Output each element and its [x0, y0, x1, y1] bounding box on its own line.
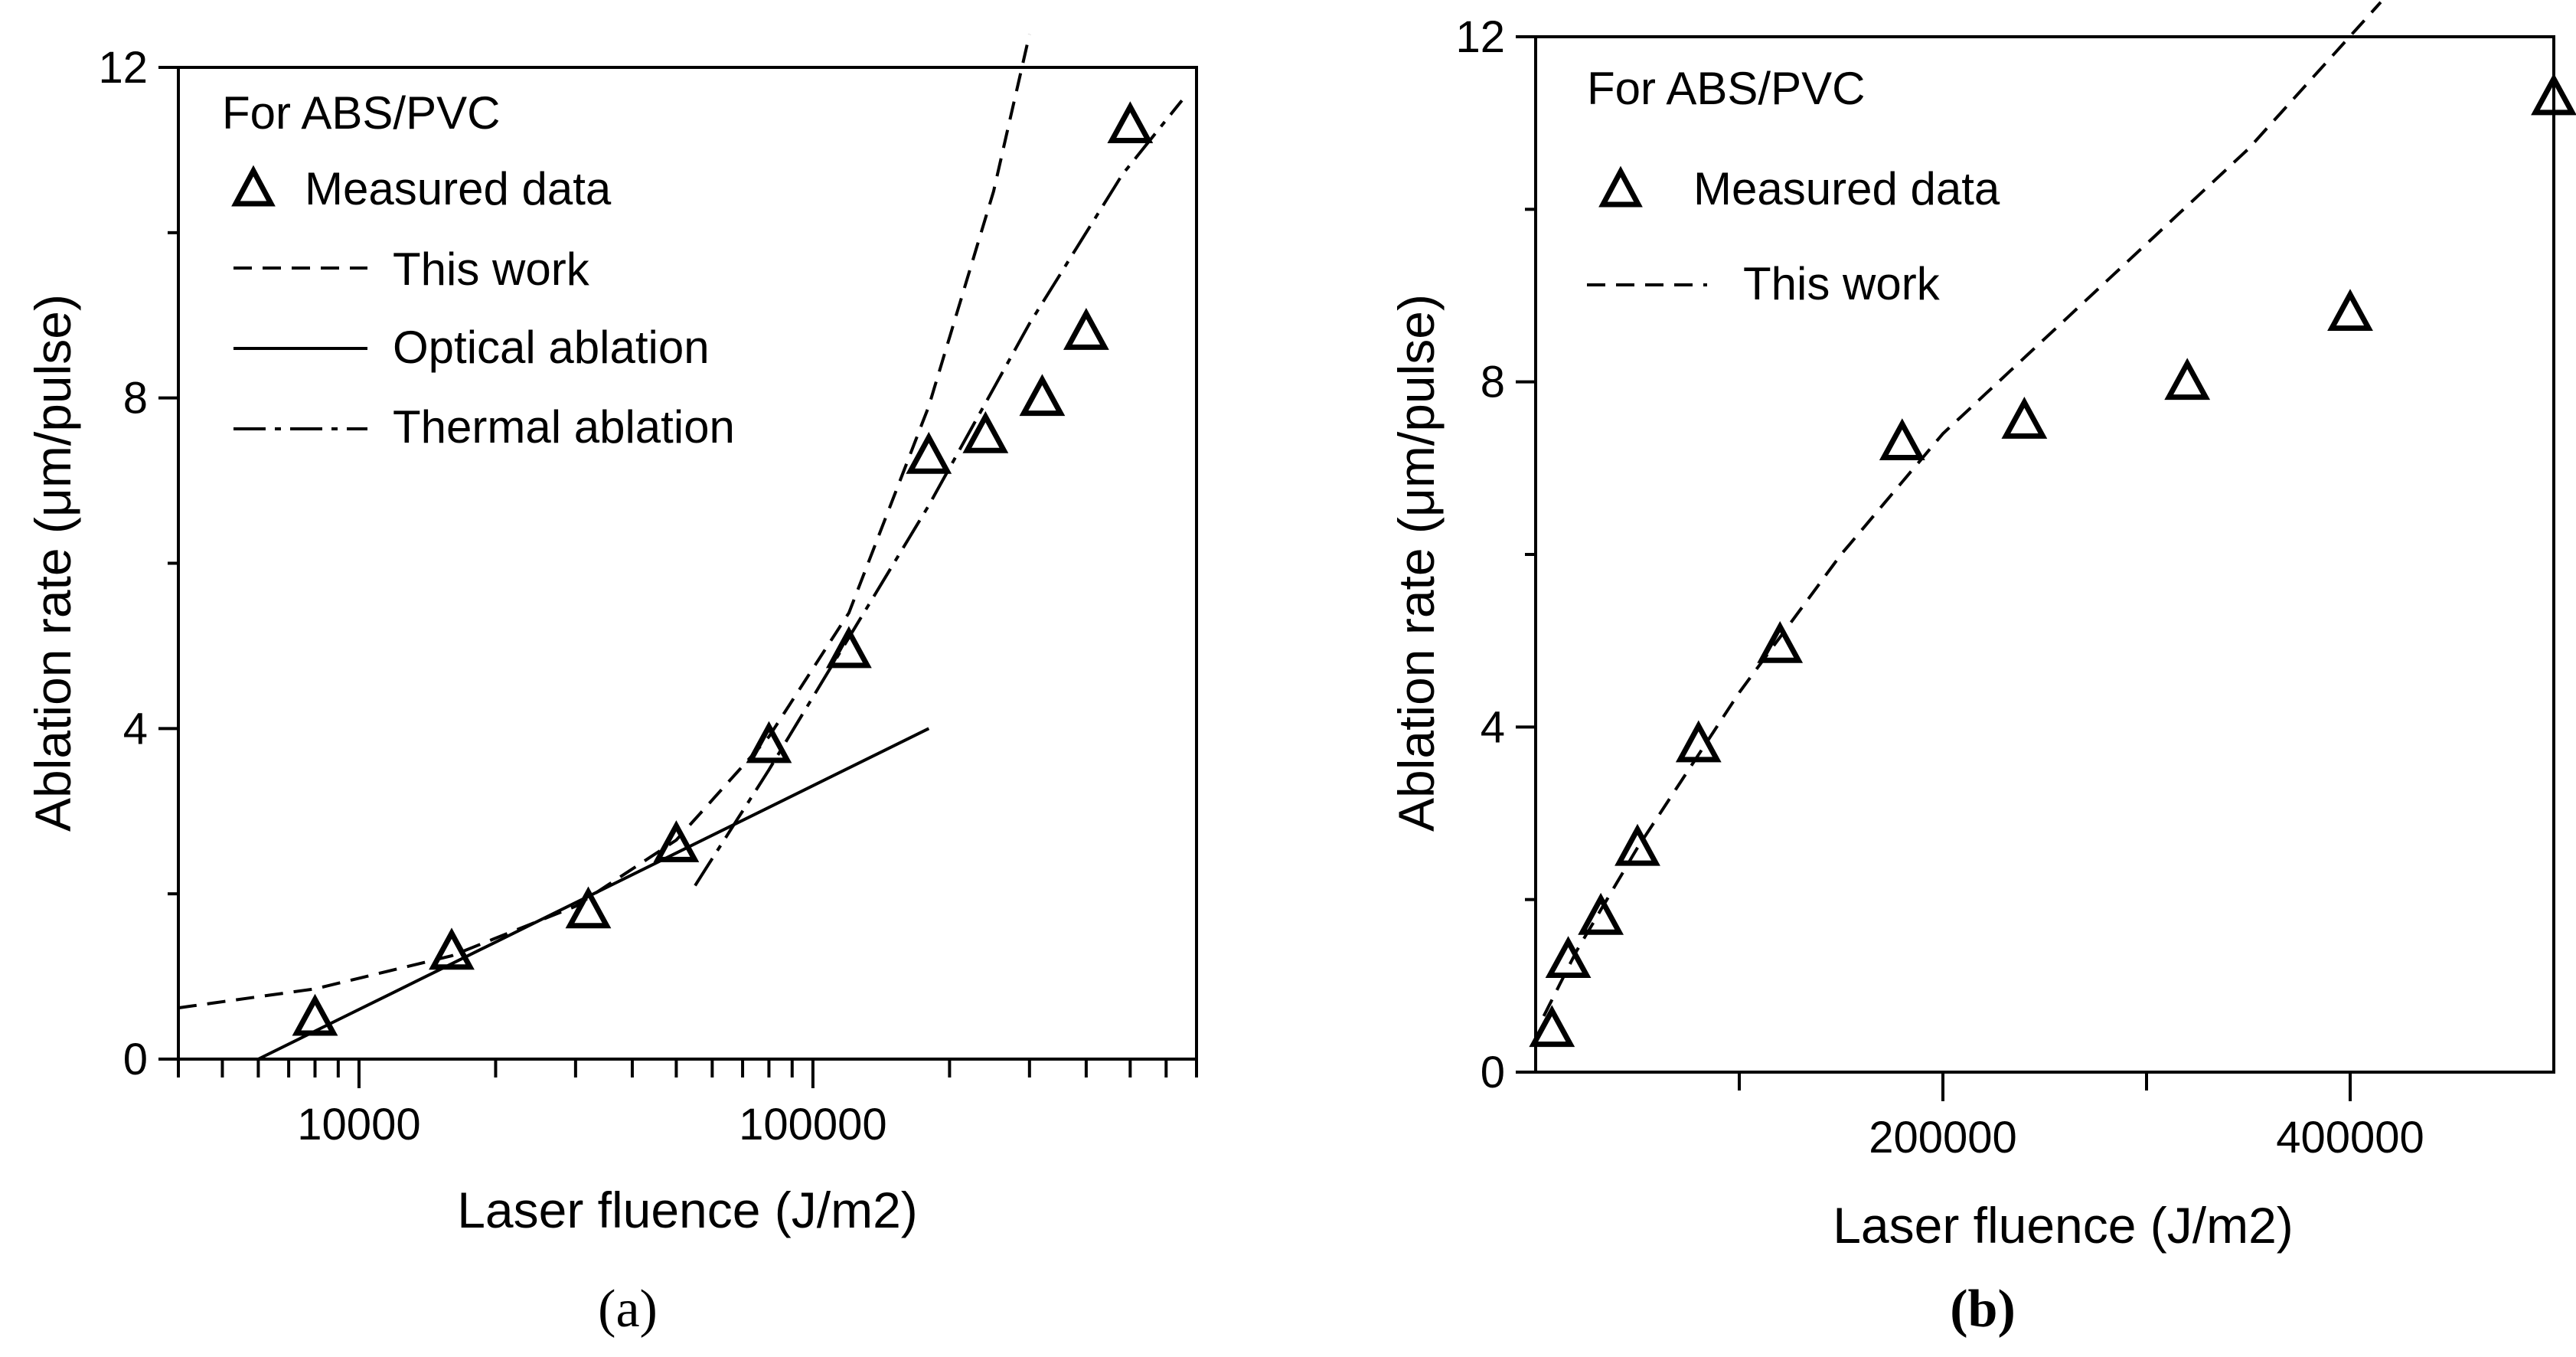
chart-b-series-this-work [1542, 1, 2382, 1017]
chart-a-legend-measured: Measured data [305, 163, 612, 214]
chart-a-ticks: 0 4 8 12 10000 100000 [98, 43, 1198, 1149]
chart-a-legend-triangle-icon [231, 165, 276, 207]
chart-a-data-point [962, 410, 1009, 453]
chart-a-ylabel: Ablation rate (μm/pulse) [24, 294, 81, 832]
chart-a-legend-thermal: Thermal ablation [393, 401, 735, 453]
chart-a-legend-optical: Optical ablation [393, 322, 710, 373]
chart-a-series [178, 34, 1184, 1061]
chart-b-data-point [2327, 289, 2373, 332]
chart-a-xlabel: Laser fluence (J/m2) [457, 1182, 918, 1238]
chart-a-xtick-label: 10000 [297, 1100, 420, 1149]
chart-a-series-this-work [178, 34, 1031, 1010]
chart-a-data-point [906, 431, 952, 474]
chart-b-legend-title: For ABS/PVC [1587, 63, 1865, 114]
chart-b-ticks: 0 4 8 12 200000 400000 [1455, 12, 2424, 1162]
chart-b-data-point [1529, 1005, 1575, 1048]
chart-b-data-point [1614, 823, 1660, 866]
chart-a: 0 4 8 12 10000 100000 For ABS/PVC Measured da… [24, 34, 1198, 1339]
chart-a-data-point [565, 886, 612, 929]
chart-b-legend-measured: Measured data [1693, 163, 2000, 214]
chart-a-legend: For ABS/PVC Measured data This work Opti… [222, 87, 735, 453]
chart-b-xlabel: Laser fluence (J/m2) [1833, 1197, 2294, 1254]
chart-b-legend: For ABS/PVC Measured data This work [1587, 63, 2000, 309]
chart-a-caption-text: (a) [598, 1280, 658, 1339]
chart-b-legend-triangle-icon [1598, 165, 1643, 208]
chart-b-data-point [2164, 358, 2211, 401]
chart-b-data-point [1757, 620, 1804, 663]
chart-a-data-point [1107, 101, 1154, 144]
chart-b-data-point [1545, 936, 1592, 979]
chart-b-ytick-label: 4 [1481, 702, 1505, 752]
chart-a-legend-this-work: This work [393, 244, 590, 295]
chart-a-data-point [429, 927, 475, 970]
chart-a-caption: (a) [598, 1280, 658, 1339]
chart-b-series [1529, 1, 2576, 1048]
chart-a-data-point [292, 993, 338, 1036]
chart-b-ytick-label: 8 [1481, 358, 1505, 407]
chart-b-data-point [1578, 892, 1624, 935]
chart-b-data-point [2531, 73, 2576, 116]
chart-a-xtick-label: 100000 [739, 1100, 887, 1149]
chart-a-ytick-label: 12 [98, 43, 148, 93]
chart-a-series-thermal-ablation [694, 99, 1184, 887]
chart-b-legend-this-work: This work [1743, 258, 1941, 309]
chart-b-caption-text: (b) [1950, 1280, 2016, 1339]
chart-a-data-point [825, 626, 872, 669]
chart-a-data-point [1063, 308, 1109, 350]
chart-b-data-point [1675, 720, 1722, 763]
chart-a-data-point [1019, 374, 1066, 417]
chart-a-data-point [653, 820, 700, 862]
chart-b-ylabel: Ablation rate (μm/pulse) [1388, 294, 1445, 832]
chart-a-ytick-label: 4 [123, 704, 148, 754]
chart-a-plot-frame [177, 66, 1198, 1061]
chart-b-caption: (b) [1950, 1280, 2016, 1339]
chart-a-ytick-label: 8 [123, 374, 148, 423]
chart-b-xtick-label: 400000 [2276, 1113, 2424, 1162]
chart-b-ytick-label: 0 [1481, 1048, 1505, 1097]
chart-a-data-point [746, 721, 792, 764]
chart-b-data-point [2001, 397, 2048, 439]
chart-b-plot-frame [1534, 35, 2555, 1074]
chart-b-xtick-label: 200000 [1869, 1113, 2017, 1162]
chart-a-ytick-label: 0 [123, 1035, 148, 1084]
chart-a-series-optical-ablation [257, 727, 930, 1061]
chart-b-data-point [1879, 418, 1925, 461]
chart-a-legend-title: For ABS/PVC [222, 87, 500, 139]
chart-b: 0 4 8 12 200000 400000 For ABS/PVC Measured d… [1388, 1, 2576, 1339]
chart-b-ytick-label: 12 [1455, 12, 1505, 62]
